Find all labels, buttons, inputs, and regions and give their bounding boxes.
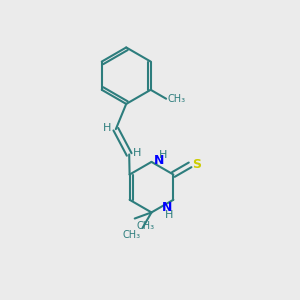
- Text: S: S: [193, 158, 202, 171]
- Text: CH₃: CH₃: [123, 230, 141, 240]
- Text: H: H: [133, 148, 142, 158]
- Text: N: N: [161, 201, 172, 214]
- Text: CH₃: CH₃: [136, 221, 154, 231]
- Text: H: H: [103, 123, 112, 133]
- Text: H: H: [165, 210, 173, 220]
- Text: CH₃: CH₃: [168, 94, 186, 104]
- Text: N: N: [154, 154, 164, 167]
- Text: H: H: [159, 150, 167, 160]
